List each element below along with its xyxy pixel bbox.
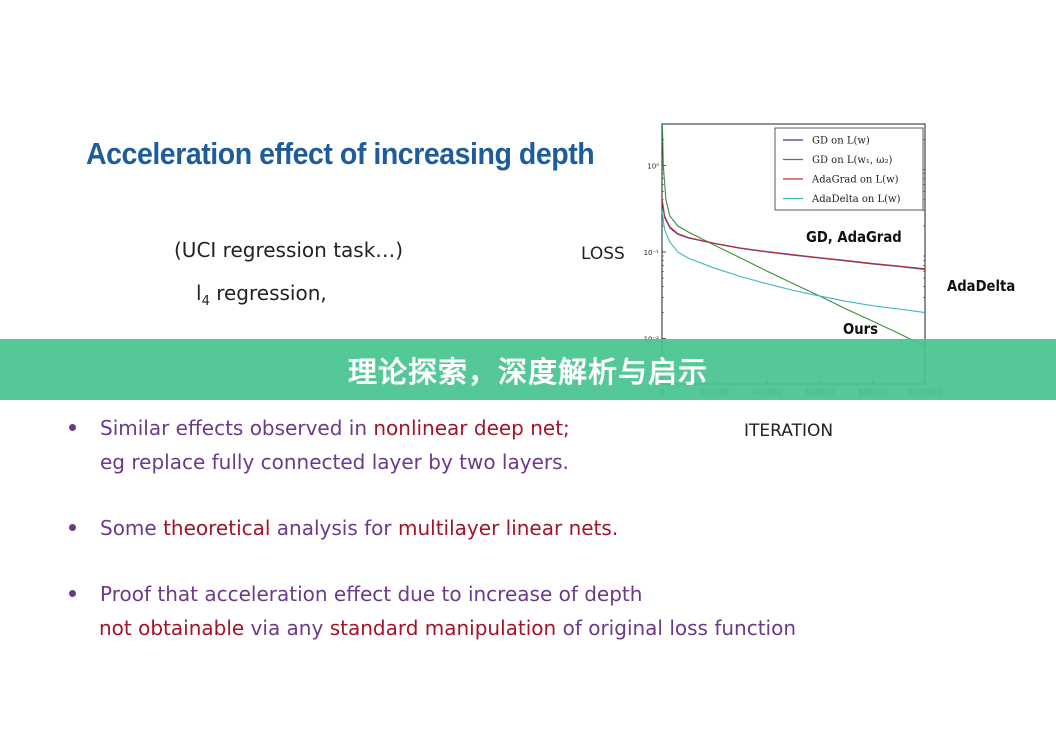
legend-entry: GD on L(w) [812, 136, 870, 147]
y-tick-label: 10⁻¹ [644, 249, 660, 257]
iteration-axis-label: ITERATION [744, 421, 834, 441]
bullet-segment: of original loss function [556, 616, 797, 640]
bullet-segment: eg replace fully connected layer by two … [100, 450, 569, 474]
bullet-segment: theoretical [163, 516, 271, 540]
annotation-ours: Ours [843, 320, 878, 338]
subtitle-regression-sub: 4 [201, 294, 210, 309]
series-line [662, 210, 925, 314]
subtitle-task: (UCI regression task…) [174, 238, 404, 262]
legend-box [774, 127, 924, 211]
bullet-segment: analysis for [270, 516, 398, 540]
legend-entry: GD on L(w₁, ω₂) [812, 155, 892, 166]
bullet-dot [69, 424, 76, 431]
bullet-segment: nonlinear deep net; [373, 416, 570, 440]
bullet-segment: standard manipulation [329, 616, 557, 640]
bullet-segment: Proof that acceleration effect due to in… [100, 582, 643, 606]
legend-entry: AdaGrad on L(w) [811, 175, 899, 186]
banner-text: 理论探索，深度解析与启示 [347, 354, 708, 389]
bullet-line: Similar effects observed in nonlinear de… [100, 416, 570, 440]
bullet-dot [69, 524, 76, 531]
series-line [662, 124, 925, 347]
series-line [662, 197, 925, 270]
y-tick-label: 10⁰ [647, 162, 659, 170]
bullet-segment: Some [100, 516, 164, 540]
bullet-segment: multilayer linear nets. [398, 516, 619, 540]
subtitle-regression: l4 regression, [196, 281, 327, 309]
bullet-line: not obtainable via any standard manipula… [99, 616, 796, 640]
bullet-line: eg replace fully connected layer by two … [100, 450, 569, 474]
bullet-segment: not obtainable [99, 616, 245, 640]
loss-axis-label: LOSS [581, 244, 625, 264]
annotation-gd-adagrad: GD, AdaGrad [806, 228, 902, 246]
annotation-adadelta: AdaDelta [947, 277, 1016, 295]
bullet-segment: Similar effects observed in [100, 416, 374, 440]
subtitle-regression-rest: regression, [209, 281, 327, 305]
bullet-line: Proof that acceleration effect due to in… [100, 582, 642, 606]
legend-entry: AdaDelta on L(w) [811, 194, 901, 205]
overlay-banner: 理论探索，深度解析与启示 [0, 339, 1056, 400]
slide-title: Acceleration effect of increasing depth [86, 136, 595, 171]
bullet-line: Some theoretical analysis for multilayer… [100, 516, 618, 540]
subtitle-regression-l: l [196, 281, 202, 305]
bullet-segment: via any [244, 616, 330, 640]
bullet-dot [69, 590, 76, 597]
